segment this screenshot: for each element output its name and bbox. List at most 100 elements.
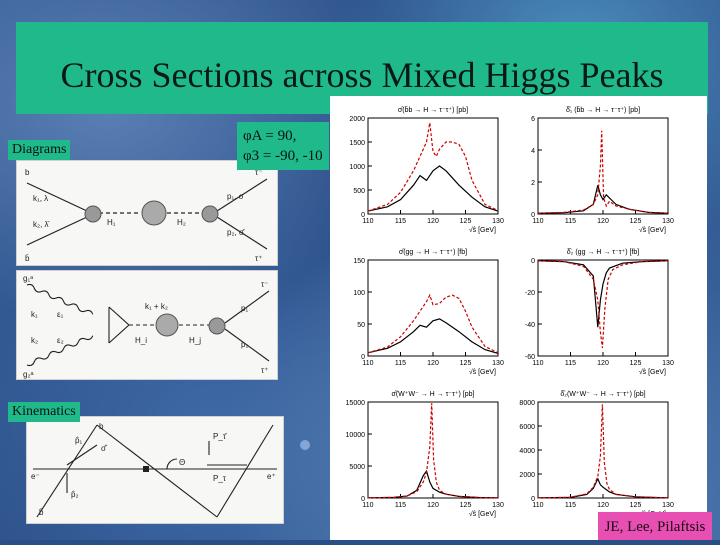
y-tick-label: 2000 xyxy=(519,472,535,479)
y-tick-label: -20 xyxy=(525,290,535,297)
kinematics-label: b xyxy=(99,422,104,431)
author-credit: JE, Lee, Pilaftsis xyxy=(598,512,712,540)
plot-frame xyxy=(367,259,499,357)
fermion-line xyxy=(26,216,88,246)
series-line-dashed xyxy=(537,130,669,214)
y-tick-label: 2 xyxy=(531,180,535,187)
y-tick-label: 0 xyxy=(361,496,365,503)
y-tick-label: 4000 xyxy=(519,448,535,455)
series-line-dashed xyxy=(367,403,499,499)
feynman-diagram-bb-svg: b b̄ H₁ H₂ k₁, λ k₂, λ̄ τ⁻ τ⁺ p₁, σ p₂, … xyxy=(25,168,268,263)
y-tick-label: 0 xyxy=(361,354,365,361)
x-tick-label: 130 xyxy=(662,218,674,225)
y-tick-label: 150 xyxy=(353,258,365,265)
x-axis-label: √ŝ [GeV] xyxy=(469,226,496,234)
y-tick-label: 100 xyxy=(353,290,365,297)
plot-grid-svg: σ̂(b̄b → H → τ⁻τ⁺) [pb]05001000150020001… xyxy=(346,106,674,518)
diagram-label: H₂ xyxy=(177,218,186,227)
y-tick-label: 0 xyxy=(531,212,535,219)
diagram-label: p₂ xyxy=(241,340,249,349)
fermion-line xyxy=(26,182,88,212)
y-tick-label: 500 xyxy=(353,188,365,195)
x-tick-label: 120 xyxy=(597,218,609,225)
diagram-label: k₂ xyxy=(31,336,38,345)
series-line-solid xyxy=(537,260,669,328)
vertex-blob xyxy=(208,317,226,335)
y-tick-label: -60 xyxy=(525,354,535,361)
y-tick-label: 4 xyxy=(531,148,535,155)
diagram-label: k₁, λ xyxy=(33,194,48,203)
decay-plane-edge xyxy=(216,424,274,518)
series-line-dashed xyxy=(537,260,669,349)
feynman-diagram-gg: g₁ᵃ g₂ᵃ k₁ k₂ k₁ + k₂ H_i H_j p₁ p₂ τ⁻ τ… xyxy=(16,270,278,380)
x-tick-label: 130 xyxy=(492,502,504,509)
diagram-label: H_j xyxy=(189,336,201,345)
x-tick-label: 110 xyxy=(532,218,543,225)
plot-grid: σ̂(b̄b → H → τ⁻τ⁺) [pb] 0 500 1000 1500 2000 1… xyxy=(330,96,707,540)
diagram-label: p₁, σ xyxy=(227,192,244,201)
diagram-label: b xyxy=(25,168,30,177)
quark-loop xyxy=(108,324,130,344)
series-line-solid xyxy=(367,469,499,499)
x-axis-label: √ŝ [GeV] xyxy=(639,226,666,234)
momentum-arrow xyxy=(66,444,98,466)
x-tick-label: 110 xyxy=(362,502,373,509)
x-tick-label: 110 xyxy=(362,360,373,367)
diagram-label: H₁ xyxy=(107,218,116,227)
kinematics-label: P_τ̄ xyxy=(213,432,228,441)
self-energy-blob xyxy=(155,313,179,337)
diagram-label: p₂, σ̄ xyxy=(227,228,246,237)
x-tick-label: 110 xyxy=(362,218,373,225)
y-tick-label: 5000 xyxy=(349,464,365,471)
y-tick-label: 8000 xyxy=(519,400,535,407)
plot-frame xyxy=(537,401,669,499)
x-tick-label: 115 xyxy=(395,360,406,367)
diagram-label: H_i xyxy=(135,336,147,345)
kinematics-label: p̂₂ xyxy=(71,490,79,499)
diagram-label: k₁ + k₂ xyxy=(145,302,168,311)
feynman-diagram-bb: b b̄ H₁ H₂ k₁, λ k₂, λ̄ τ⁻ τ⁺ p₁, σ p₂, … xyxy=(16,160,278,266)
x-tick-label: 125 xyxy=(460,218,472,225)
series-line-solid xyxy=(537,185,669,214)
x-tick-label: 125 xyxy=(460,360,472,367)
x-tick-label: 115 xyxy=(395,502,406,509)
x-axis-label: √ŝ [GeV] xyxy=(639,368,666,376)
x-tick-label: 125 xyxy=(460,502,472,509)
angle-arc xyxy=(166,458,178,470)
y-tick-label: 0 xyxy=(361,212,365,219)
kinematics-label: b̄ xyxy=(39,508,44,517)
kinematics-label-box: Kinematics xyxy=(8,402,80,422)
series-line-dashed xyxy=(537,404,669,499)
x-tick-label: 115 xyxy=(565,502,576,509)
plot-title: σ̂(b̄b → H → τ⁻τ⁺) [pb] xyxy=(398,106,468,114)
diagram-label: g₂ᵃ xyxy=(23,370,35,379)
series-line-solid xyxy=(367,318,499,354)
x-tick-label: 130 xyxy=(662,360,674,367)
diagrams-label: Diagrams xyxy=(8,140,71,160)
fermion-line xyxy=(224,290,270,324)
x-tick-label: 120 xyxy=(597,360,609,367)
decay-plane-edge xyxy=(96,424,218,518)
x-tick-label: 130 xyxy=(492,360,504,367)
interaction-point xyxy=(143,466,149,472)
y-tick-label: 2000 xyxy=(349,116,365,123)
x-tick-label: 125 xyxy=(630,502,642,509)
phi-parameters: φA = 90, φ3 = -90, -10 xyxy=(237,122,329,170)
kinematics-label: Θ xyxy=(179,458,185,467)
series-line-dashed xyxy=(367,122,499,212)
fermion-line xyxy=(216,178,268,212)
phi-3-line: φ3 = -90, -10 xyxy=(243,148,323,164)
kinematics-label: p̂₁ xyxy=(75,436,82,445)
x-tick-label: 110 xyxy=(532,502,543,509)
plot-title: σ̂(W⁺W⁻ → H → τ⁻τ⁺) [pb] xyxy=(392,391,475,398)
fermion-line xyxy=(224,328,270,362)
y-tick-label: 1000 xyxy=(349,164,365,171)
x-tick-label: 120 xyxy=(427,218,439,225)
gluon-line xyxy=(26,283,94,315)
y-tick-label: 0 xyxy=(531,496,535,503)
diagram-label: g₁ᵃ xyxy=(23,274,34,283)
x-tick-label: 120 xyxy=(427,360,439,367)
vertex-blob xyxy=(84,205,102,223)
feynman-diagram-gg-svg: g₁ᵃ g₂ᵃ k₁ k₂ k₁ + k₂ H_i H_j p₁ p₂ τ⁻ τ… xyxy=(23,274,270,379)
series-line-dashed xyxy=(367,293,499,354)
